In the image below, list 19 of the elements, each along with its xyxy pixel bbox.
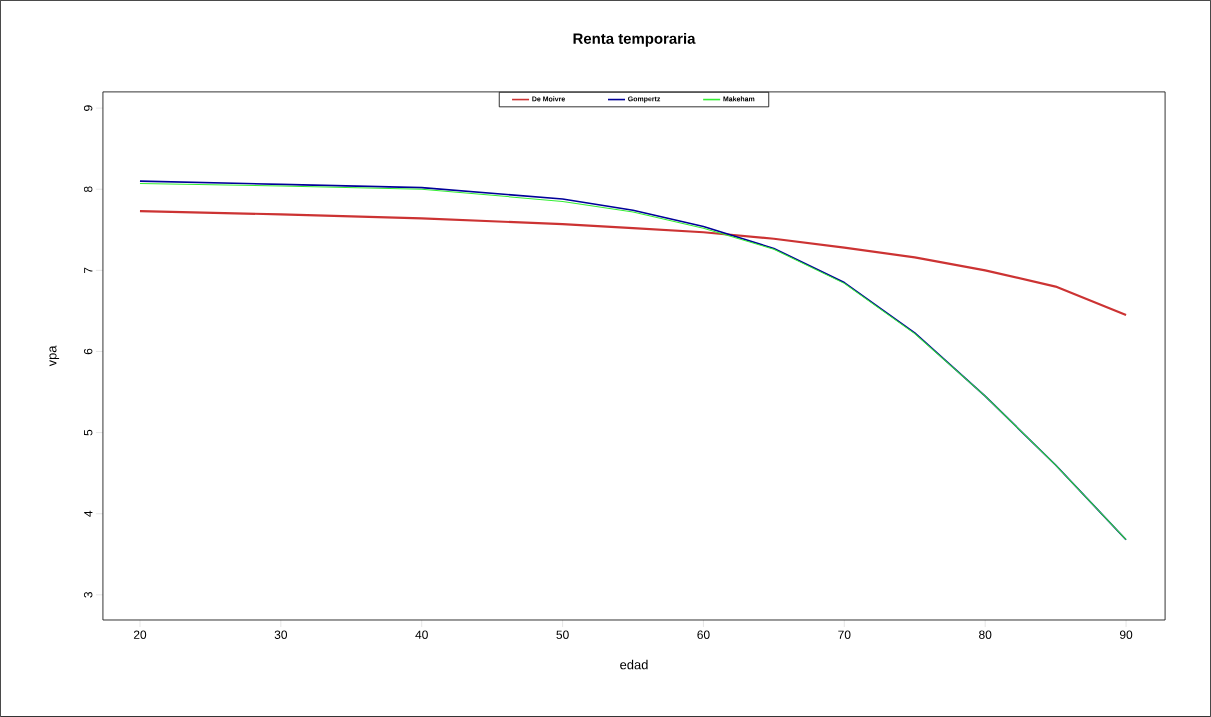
x-tick-label: 50 — [556, 630, 569, 640]
x-tick-label: 40 — [415, 630, 428, 640]
y-tick-label: 4 — [84, 510, 93, 517]
y-tick-label: 7 — [84, 267, 93, 274]
line-series — [138, 210, 1128, 317]
y-tick-label: 8 — [83, 186, 93, 193]
y-tick-label: 6 — [83, 348, 93, 355]
x-tick-label: 90 — [1119, 630, 1133, 640]
x-tick-label: 70 — [838, 630, 851, 640]
chart-title: Renta temporaria — [573, 32, 696, 47]
y-tick-label: 9 — [83, 105, 93, 111]
x-axis-title: edad — [620, 659, 648, 670]
x-tick-label: 80 — [979, 630, 992, 640]
x-tick-label: 20 — [133, 630, 147, 640]
x-tick-label: 30 — [274, 630, 288, 640]
y-axis-title: vpa — [49, 345, 60, 367]
x-tick-label: 60 — [697, 630, 710, 640]
y-tick-label: 5 — [84, 429, 93, 436]
y-tick-label: 3 — [83, 592, 93, 598]
